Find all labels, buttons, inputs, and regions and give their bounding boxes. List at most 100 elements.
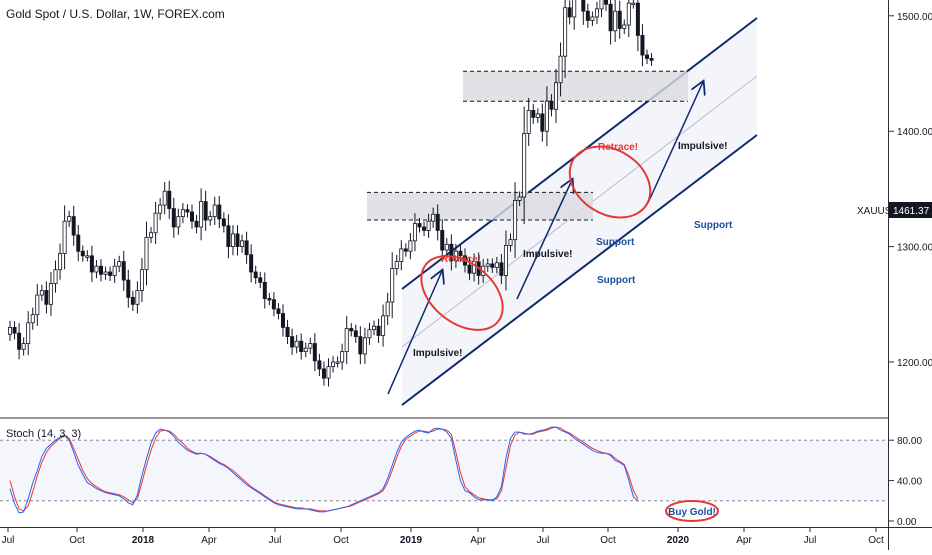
candle-body <box>549 100 554 110</box>
retrace-ellipse-2 <box>568 145 652 219</box>
candle-body <box>135 290 140 305</box>
candle-body <box>126 279 131 298</box>
candle-body <box>212 204 217 217</box>
candle-body <box>303 347 308 353</box>
candle-body <box>599 0 604 10</box>
symbol-title: Gold Spot / U.S. Dollar, 1W, FOREX.com <box>6 7 225 21</box>
candle-body <box>371 325 376 331</box>
time-tick-label: Oct <box>333 535 349 546</box>
candle-body <box>71 216 76 236</box>
candle-body <box>89 255 94 273</box>
stoch-tick-label: 40.00 <box>897 477 922 488</box>
impulsive-arrow-3 <box>647 82 703 204</box>
candle-body <box>590 16 595 21</box>
candle-body <box>544 100 549 132</box>
annotation-support-3: Support <box>694 220 733 231</box>
candle-body <box>249 254 254 273</box>
candle-body <box>581 0 586 12</box>
candle-body <box>503 245 508 276</box>
candle-body <box>26 322 31 344</box>
candle-body <box>326 366 331 379</box>
stoch-indicator-title[interactable]: Stoch (14, 3, 3) <box>6 428 82 440</box>
candle-body <box>194 220 199 228</box>
price-tick-label: 1300.00 <box>897 243 932 254</box>
candle-body <box>144 236 149 271</box>
candle-body <box>117 261 122 267</box>
candle-body <box>167 190 172 209</box>
candle-body <box>522 133 527 198</box>
candle-body <box>321 368 326 379</box>
candle-body <box>367 329 372 339</box>
candle-body <box>631 2 636 6</box>
candle-body <box>531 110 536 118</box>
candle-body <box>76 234 81 252</box>
last-price-value: 1461.37 <box>893 206 930 217</box>
candle-body <box>554 82 559 110</box>
support-zone-upper <box>463 71 688 102</box>
time-tick-label: Jul <box>2 535 15 546</box>
candle-body <box>48 283 53 305</box>
candle-body <box>7 326 12 335</box>
time-tick-label: Oct <box>69 535 85 546</box>
candle-body <box>240 240 245 248</box>
candle-body <box>585 10 590 21</box>
time-tick-label: Apr <box>470 535 486 546</box>
candle-body <box>517 196 522 201</box>
candle-body <box>412 223 417 242</box>
candle-body <box>85 255 90 258</box>
stoch-layer <box>0 426 888 514</box>
impulsive-arrow-1 <box>387 271 442 395</box>
stoch-tick-label: 80.00 <box>897 436 922 447</box>
candle-body <box>253 271 258 279</box>
candle-body <box>112 265 117 276</box>
candle-body <box>39 290 44 296</box>
candle-body <box>185 209 190 213</box>
candle-body <box>422 226 427 231</box>
candle-body <box>58 253 63 271</box>
candle-body <box>340 351 345 363</box>
candle-body <box>349 328 354 332</box>
candle-body <box>331 361 336 368</box>
candle-body <box>285 326 290 338</box>
candle-body <box>290 336 295 348</box>
candle-body <box>626 2 631 26</box>
time-tick-label: 2020 <box>667 535 690 546</box>
candle-body <box>426 220 431 231</box>
candle-body <box>221 218 226 227</box>
candle-body <box>308 343 313 349</box>
candle-body <box>458 250 463 257</box>
candle-body <box>230 233 235 248</box>
candle-body <box>189 211 194 222</box>
axes-layer: 1200.00 1300.00 1400.00 1500.00 Jul Oct 2018 Ap… <box>2 12 932 546</box>
candle-body <box>80 250 85 257</box>
retrace-ellipse-1 <box>420 255 504 331</box>
annotation-support-2: Support <box>596 237 635 248</box>
candle-body <box>158 204 163 214</box>
candle-body <box>435 213 440 231</box>
candle-body <box>344 328 349 353</box>
candle-body <box>276 308 281 314</box>
candles-layer <box>7 0 654 387</box>
price-tick-label: 1200.00 <box>897 358 932 369</box>
candle-body <box>139 269 144 291</box>
annotation-retrace-1: Retrace! <box>441 254 481 265</box>
candle-body <box>149 232 154 238</box>
candle-body <box>35 294 40 316</box>
candle-body <box>208 216 213 221</box>
candle-body <box>472 261 477 274</box>
candle-body <box>299 340 304 353</box>
channel-lower-line <box>401 134 758 406</box>
candle-body <box>649 58 654 61</box>
candle-body <box>267 298 272 301</box>
candle-body <box>540 113 545 132</box>
time-tick-label: 2019 <box>400 535 423 546</box>
candle-body <box>399 248 404 263</box>
candle-body <box>217 204 222 220</box>
candle-body <box>235 233 240 248</box>
annotation-impulsive-1: Impulsive! <box>413 348 462 359</box>
candle-body <box>613 10 618 32</box>
candle-body <box>558 55 563 84</box>
time-tick-label: Apr <box>201 535 217 546</box>
time-tick-label: 2018 <box>132 535 155 546</box>
